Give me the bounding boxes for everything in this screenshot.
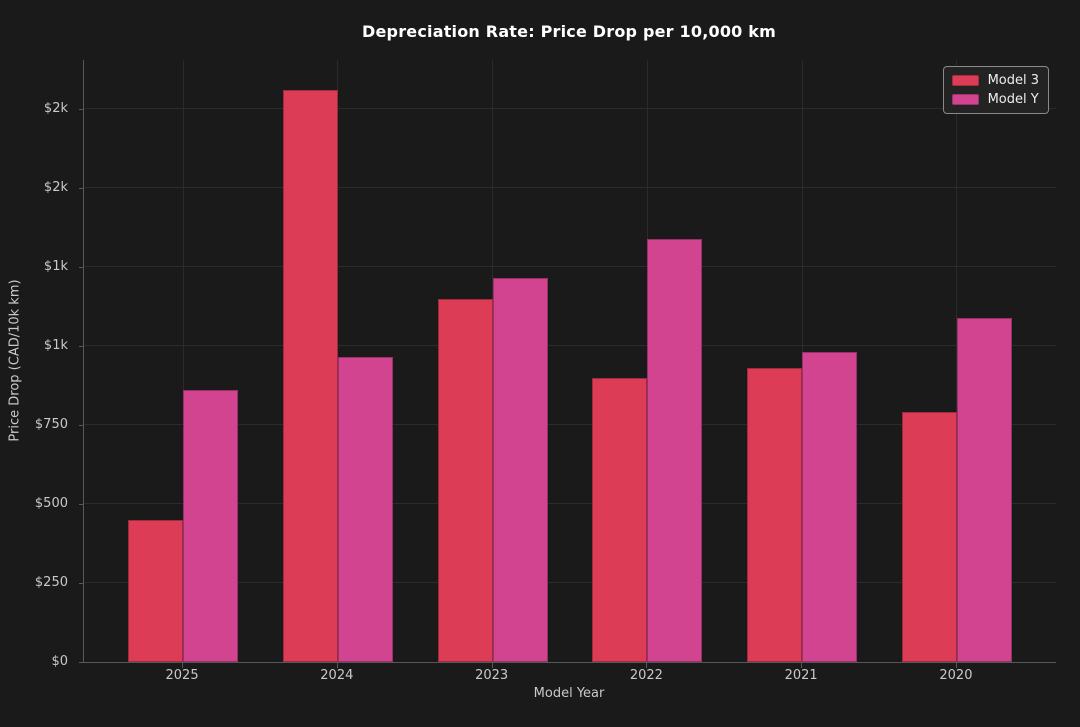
bar-model-y-2025 xyxy=(183,390,238,662)
y-tick-mark xyxy=(79,345,83,347)
x-tick-mark xyxy=(955,663,957,668)
gridline-y-1000 xyxy=(84,345,1056,347)
x-tick-mark xyxy=(646,663,648,668)
legend-item-model-3: Model 3 xyxy=(951,73,1039,88)
y-tick-label: $1k xyxy=(43,337,68,353)
legend: Model 3 Model Y xyxy=(942,66,1049,114)
y-tick-mark xyxy=(79,582,83,584)
y-tick-mark xyxy=(79,266,83,268)
y-tick-mark xyxy=(79,503,83,505)
gridline-y-750 xyxy=(84,424,1056,426)
gridline-y-250 xyxy=(84,582,1056,584)
legend-swatch-model-3 xyxy=(951,75,979,86)
y-tick-label: $500 xyxy=(34,495,68,511)
y-tick-label: $0 xyxy=(51,654,68,669)
bar-model-3-2025 xyxy=(128,519,184,662)
plot-area: Model 3 Model Y xyxy=(83,60,1056,663)
x-tick-label-2024: 2024 xyxy=(320,668,354,683)
y-tick-mark xyxy=(79,108,83,110)
y-tick-mark xyxy=(79,424,83,426)
gridline-y-1750 xyxy=(84,108,1056,110)
bar-model-3-2021 xyxy=(747,368,803,662)
bar-model-y-2023 xyxy=(492,278,548,662)
bar-model-y-2020 xyxy=(956,317,1012,662)
y-tick-mark xyxy=(79,662,83,663)
gridline-y-1250 xyxy=(84,266,1056,268)
x-tick-label-2022: 2022 xyxy=(629,668,663,683)
x-tick-mark xyxy=(491,663,493,668)
y-tick-label: $750 xyxy=(34,416,68,432)
gridline-y-500 xyxy=(84,503,1056,505)
y-tick-label: $2k xyxy=(43,100,68,116)
legend-swatch-model-y xyxy=(951,94,979,105)
x-tick-mark xyxy=(336,663,338,668)
bar-model-y-2021 xyxy=(802,352,858,662)
x-tick-label-2025: 2025 xyxy=(165,668,199,683)
legend-label: Model Y xyxy=(987,92,1039,107)
x-axis-label: Model Year xyxy=(533,686,605,701)
bar-model-3-2023 xyxy=(437,298,493,662)
x-tick-mark xyxy=(801,663,803,668)
bar-model-3-2020 xyxy=(901,412,957,662)
bar-model-3-2022 xyxy=(592,377,648,662)
bar-model-y-2024 xyxy=(337,357,393,662)
gridline-y-1500 xyxy=(84,187,1056,189)
x-tick-label-2023: 2023 xyxy=(475,668,509,683)
y-tick-label: $1k xyxy=(43,258,68,274)
bar-model-y-2022 xyxy=(647,238,703,662)
x-tick-mark xyxy=(182,663,184,668)
x-tick-label-2021: 2021 xyxy=(784,668,818,683)
gridline-x-2025 xyxy=(182,60,184,662)
x-tick-label-2020: 2020 xyxy=(939,668,973,683)
chart-title: Depreciation Rate: Price Drop per 10,000… xyxy=(362,22,776,41)
y-tick-mark xyxy=(79,187,83,189)
bar-model-3-2024 xyxy=(282,90,338,662)
legend-item-model-y: Model Y xyxy=(951,92,1039,107)
y-tick-label: $2k xyxy=(43,179,68,195)
y-tick-label: $250 xyxy=(34,574,68,590)
legend-label: Model 3 xyxy=(987,73,1039,88)
